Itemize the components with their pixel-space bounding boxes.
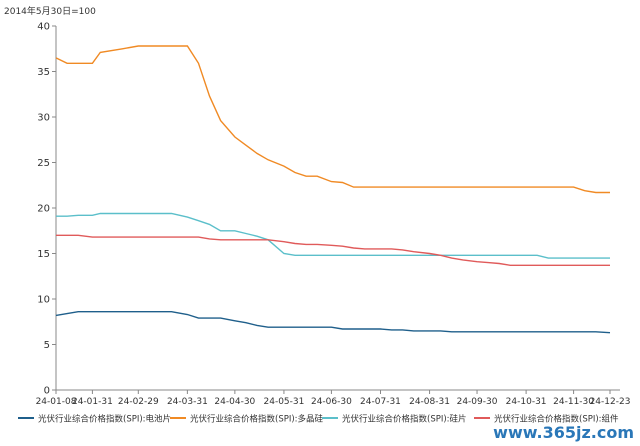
watermark: www.365jz.com [493,423,634,442]
x-tick-label: 24-10-31 [506,397,547,407]
legend-label-4: 光伏行业综合价格指数(SPI):组件 [494,414,619,425]
y-tick-label: 25 [37,158,50,169]
y-tick-label: 15 [37,249,50,260]
x-tick-label: 24-03-31 [167,397,208,407]
y-tick-label: 35 [37,67,50,78]
x-tick-label: 24-05-31 [264,397,305,407]
series-line-4 [56,234,610,266]
x-tick-label: 24-01-08 [36,397,77,407]
series-line-1 [55,311,611,334]
x-tick-label: 24-08-31 [409,397,450,407]
x-tick-label: 24-06-30 [311,397,352,407]
y-tick-label: 30 [37,113,50,124]
series-line-2 [55,45,610,194]
x-tick-label: 24-07-31 [360,397,401,407]
unit-label: 2014年5月30日=100 [4,7,96,17]
y-tick-label: 5 [44,340,50,351]
legend-label-1: 光伏行业综合价格指数(SPI):电池片 [38,414,171,425]
series-line-3 [56,212,610,259]
y-tick-label: 40 [37,22,50,33]
legend-label-2: 光伏行业综合价格指数(SPI):多晶硅 [190,414,324,425]
y-tick-label: 0 [44,386,50,397]
x-tick-label: 24-09-30 [457,397,498,407]
y-tick-label: 20 [37,204,50,215]
x-tick-label: 24-12-23 [590,397,631,407]
legend-label-3: 光伏行业综合价格指数(SPI):硅片 [342,414,467,425]
x-tick-label: 24-11-30 [553,397,594,407]
x-tick-label: 24-02-29 [118,397,159,407]
y-tick-label: 10 [37,295,50,306]
x-tick-label: 24-04-30 [214,397,255,407]
x-tick-label: 24-01-31 [72,397,113,407]
